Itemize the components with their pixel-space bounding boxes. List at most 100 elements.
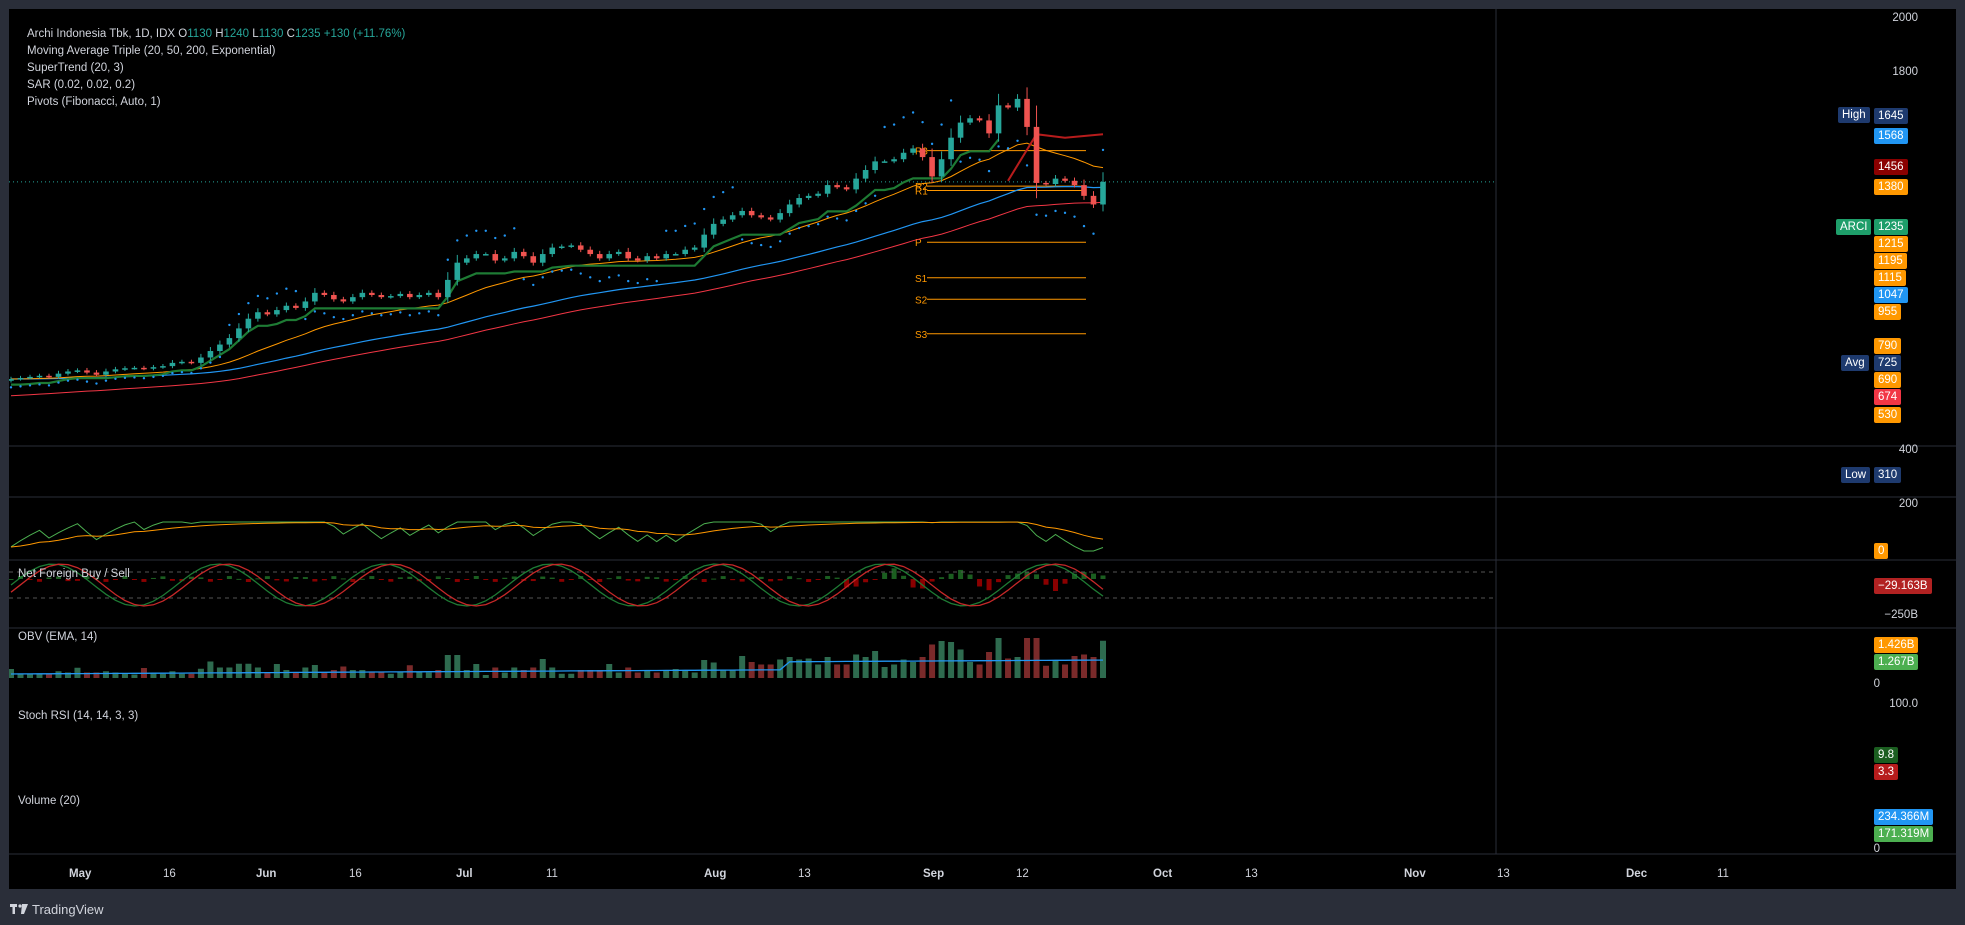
sar-dot xyxy=(1054,209,1057,213)
sar-dot xyxy=(721,190,725,194)
sar-dot xyxy=(949,99,953,102)
sar-dot xyxy=(845,219,848,222)
sar-dot xyxy=(85,380,89,383)
net-foreign-bar xyxy=(65,579,71,582)
time-axis-label: Jul xyxy=(456,868,473,880)
sar-dot xyxy=(1006,147,1010,150)
candle-body xyxy=(796,198,802,205)
sar-dot xyxy=(142,377,146,380)
sar-dot xyxy=(1016,139,1019,142)
net-foreign-bar xyxy=(103,579,109,582)
pane-title-obv[interactable]: OBV (EMA, 14) xyxy=(18,631,98,643)
pane-title-volume[interactable]: Volume (20) xyxy=(18,795,81,807)
volume-bar xyxy=(425,672,432,678)
candle-body xyxy=(1081,185,1087,196)
obv-axis-label: 0 xyxy=(1873,678,1880,690)
time-axis-label: 11 xyxy=(546,868,558,880)
indicator-supertrend[interactable]: SuperTrend (20, 3) xyxy=(27,62,124,74)
time-axis-label: Oct xyxy=(1153,868,1173,880)
volume-bar xyxy=(121,673,128,678)
indicator-ma-triple[interactable]: Moving Average Triple (20, 50, 200, Expo… xyxy=(27,45,276,57)
candle-body xyxy=(872,161,878,171)
volume-bar xyxy=(558,673,565,678)
volume-bar xyxy=(102,671,109,678)
indicator-pivots[interactable]: Pivots (Fibonacci, Auto, 1) xyxy=(27,96,161,108)
pivot-label-s1: S1 xyxy=(915,274,928,285)
volume-bar xyxy=(891,664,898,678)
net-foreign-bar xyxy=(473,576,479,579)
candle-body xyxy=(577,245,584,250)
net-foreign-bar xyxy=(920,579,926,589)
volume-bar xyxy=(720,670,727,678)
net-foreign-bar xyxy=(711,578,717,580)
close-value: 1235 xyxy=(294,28,321,40)
net-foreign-bar xyxy=(511,576,517,579)
candle-body xyxy=(881,161,888,163)
sar-dot xyxy=(608,276,611,279)
volume-bar xyxy=(777,659,784,678)
net-foreign-bar xyxy=(891,568,897,579)
candle-body xyxy=(701,234,707,248)
net-foreign-bar xyxy=(283,579,289,582)
sar-dot xyxy=(256,294,260,298)
candle-body xyxy=(957,122,964,138)
volume-bar xyxy=(207,661,214,678)
s1-value-tag: 790 xyxy=(1874,338,1902,354)
candle-body xyxy=(454,262,461,280)
candle-body xyxy=(55,373,62,377)
volume-bar xyxy=(663,670,670,678)
indicator-sar[interactable]: SAR (0.02, 0.02, 0.2) xyxy=(27,79,136,91)
volume-bar xyxy=(1043,665,1050,678)
symbol-row[interactable]: Archi Indonesia Tbk, 1D, IDX O1130 H1240… xyxy=(27,26,405,43)
volume-bar xyxy=(1024,638,1031,678)
candle-body xyxy=(672,254,679,256)
net-foreign-bar xyxy=(407,576,413,579)
net-foreign-bar xyxy=(36,579,42,582)
net-foreign-bar xyxy=(777,579,783,581)
volume-bar xyxy=(17,673,24,678)
volume-bar xyxy=(188,673,195,678)
net-foreign-bar xyxy=(635,579,641,582)
candle-body xyxy=(103,371,109,375)
chart-canvas[interactable]: R3R2R1PS1S2S3 xyxy=(9,9,1956,889)
sar-value-tag: 1568 xyxy=(1874,128,1908,144)
volume-bar xyxy=(131,674,138,678)
net-foreign-bar xyxy=(198,577,204,579)
net-foreign-bar xyxy=(1053,579,1059,591)
low-label-tag: Low xyxy=(1841,467,1871,483)
high-value: 1240 xyxy=(223,28,250,40)
net-foreign-bar xyxy=(1091,573,1097,579)
volume-bar xyxy=(397,672,404,678)
pane-title-foreign[interactable]: Net Foreign Buy / Sell xyxy=(18,568,130,580)
footer[interactable]: TradingView xyxy=(10,902,104,917)
volume-bar xyxy=(986,652,993,678)
net-foreign-bar xyxy=(606,578,612,580)
sar-dot xyxy=(968,156,972,160)
sar-dot xyxy=(313,310,317,313)
volume-bar xyxy=(625,667,632,678)
sar-dot xyxy=(475,229,478,232)
volume-bar xyxy=(387,673,394,678)
candle-body xyxy=(767,217,774,220)
candle-body xyxy=(663,254,669,259)
net-foreign-bar xyxy=(597,579,603,582)
candle-body xyxy=(1062,178,1068,181)
net-foreign-bar xyxy=(46,577,52,579)
net-foreign-bar xyxy=(160,576,166,579)
net-foreign-bar xyxy=(787,576,793,579)
sar-dot xyxy=(294,289,298,293)
volume-bar xyxy=(539,659,546,678)
sar-dot xyxy=(532,283,535,287)
price-axis-label: 2000 xyxy=(1892,12,1918,24)
volume-bar xyxy=(359,670,366,678)
net-foreign-bar xyxy=(654,577,660,579)
volume-bar xyxy=(463,670,470,678)
obv-value-tag: 1.426B xyxy=(1874,637,1919,653)
sar-dot xyxy=(76,378,79,381)
sar-dot xyxy=(152,375,155,379)
candle-body xyxy=(340,299,347,302)
sar-dot xyxy=(437,314,440,317)
candle-body xyxy=(824,185,831,194)
chart-area[interactable]: R3R2R1PS1S2S3 Archi Indonesia Tbk, 1D, I… xyxy=(9,9,1956,889)
pane-title-stoch[interactable]: Stoch RSI (14, 14, 3, 3) xyxy=(18,710,139,722)
